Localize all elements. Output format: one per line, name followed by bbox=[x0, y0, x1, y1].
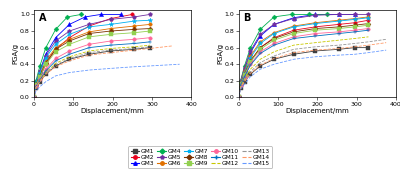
Y-axis label: PGA/g: PGA/g bbox=[12, 43, 18, 64]
X-axis label: Displacement/mm: Displacement/mm bbox=[286, 108, 349, 114]
Y-axis label: PGA/g: PGA/g bbox=[217, 43, 223, 64]
X-axis label: Displacement/mm: Displacement/mm bbox=[81, 108, 144, 114]
Text: B: B bbox=[243, 13, 251, 23]
Legend: GM1, GM2, GM3, GM4, GM5, GM6, GM7, GM8, GM9, GM10, GM11, GM12, GM13, GM14, GM15: GM1, GM2, GM3, GM4, GM5, GM6, GM7, GM8, … bbox=[128, 146, 272, 168]
Text: A: A bbox=[39, 13, 46, 23]
